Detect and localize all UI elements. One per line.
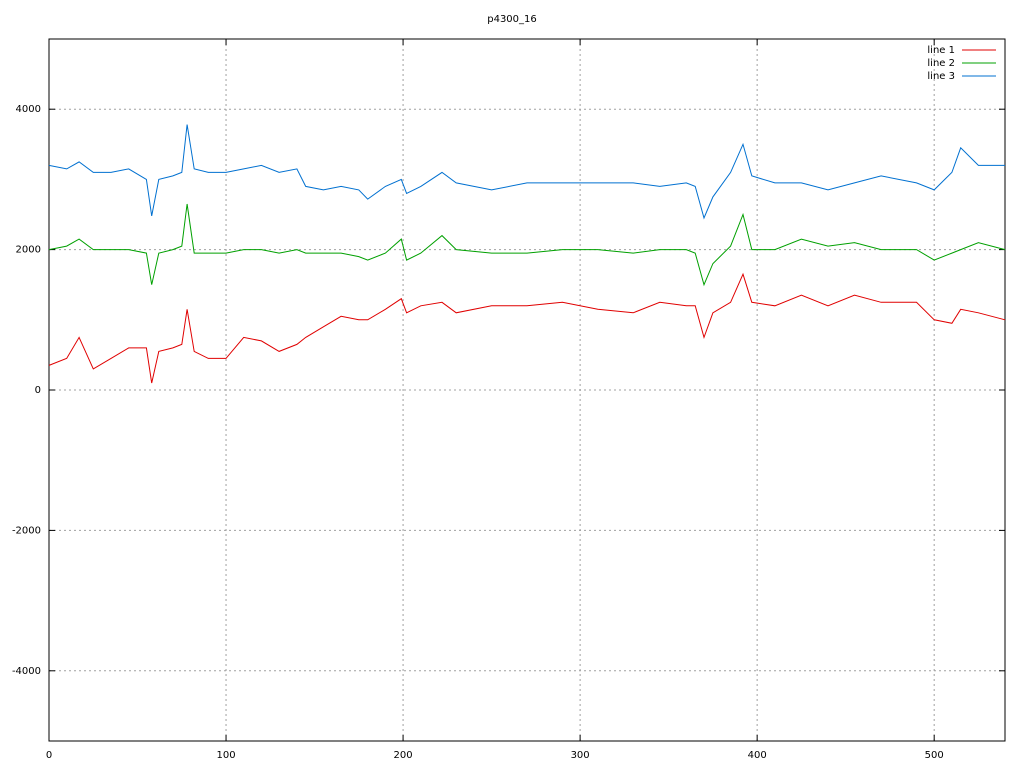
plot-border	[48, 38, 1006, 742]
legend-label: line 1	[927, 45, 955, 56]
x-tick-label: 0	[46, 750, 52, 761]
y-tick-label: -4000	[12, 666, 41, 677]
x-tick-label: 100	[216, 750, 235, 761]
legend-label: line 3	[927, 71, 955, 82]
x-tick-label: 300	[571, 750, 590, 761]
x-tick-label: 400	[748, 750, 767, 761]
x-tick-label: 200	[394, 750, 413, 761]
x-tick-label: 500	[925, 750, 944, 761]
series-line	[48, 203, 1006, 287]
legend-label: line 2	[927, 58, 955, 69]
series-line	[48, 124, 1005, 220]
y-tick-label: -2000	[12, 525, 41, 536]
chart-title: p4300_16	[487, 14, 537, 25]
y-tick-label: 2000	[16, 245, 41, 256]
y-tick-label: 4000	[16, 104, 41, 115]
series-line	[48, 272, 1006, 384]
y-tick-label: 0	[35, 385, 41, 396]
